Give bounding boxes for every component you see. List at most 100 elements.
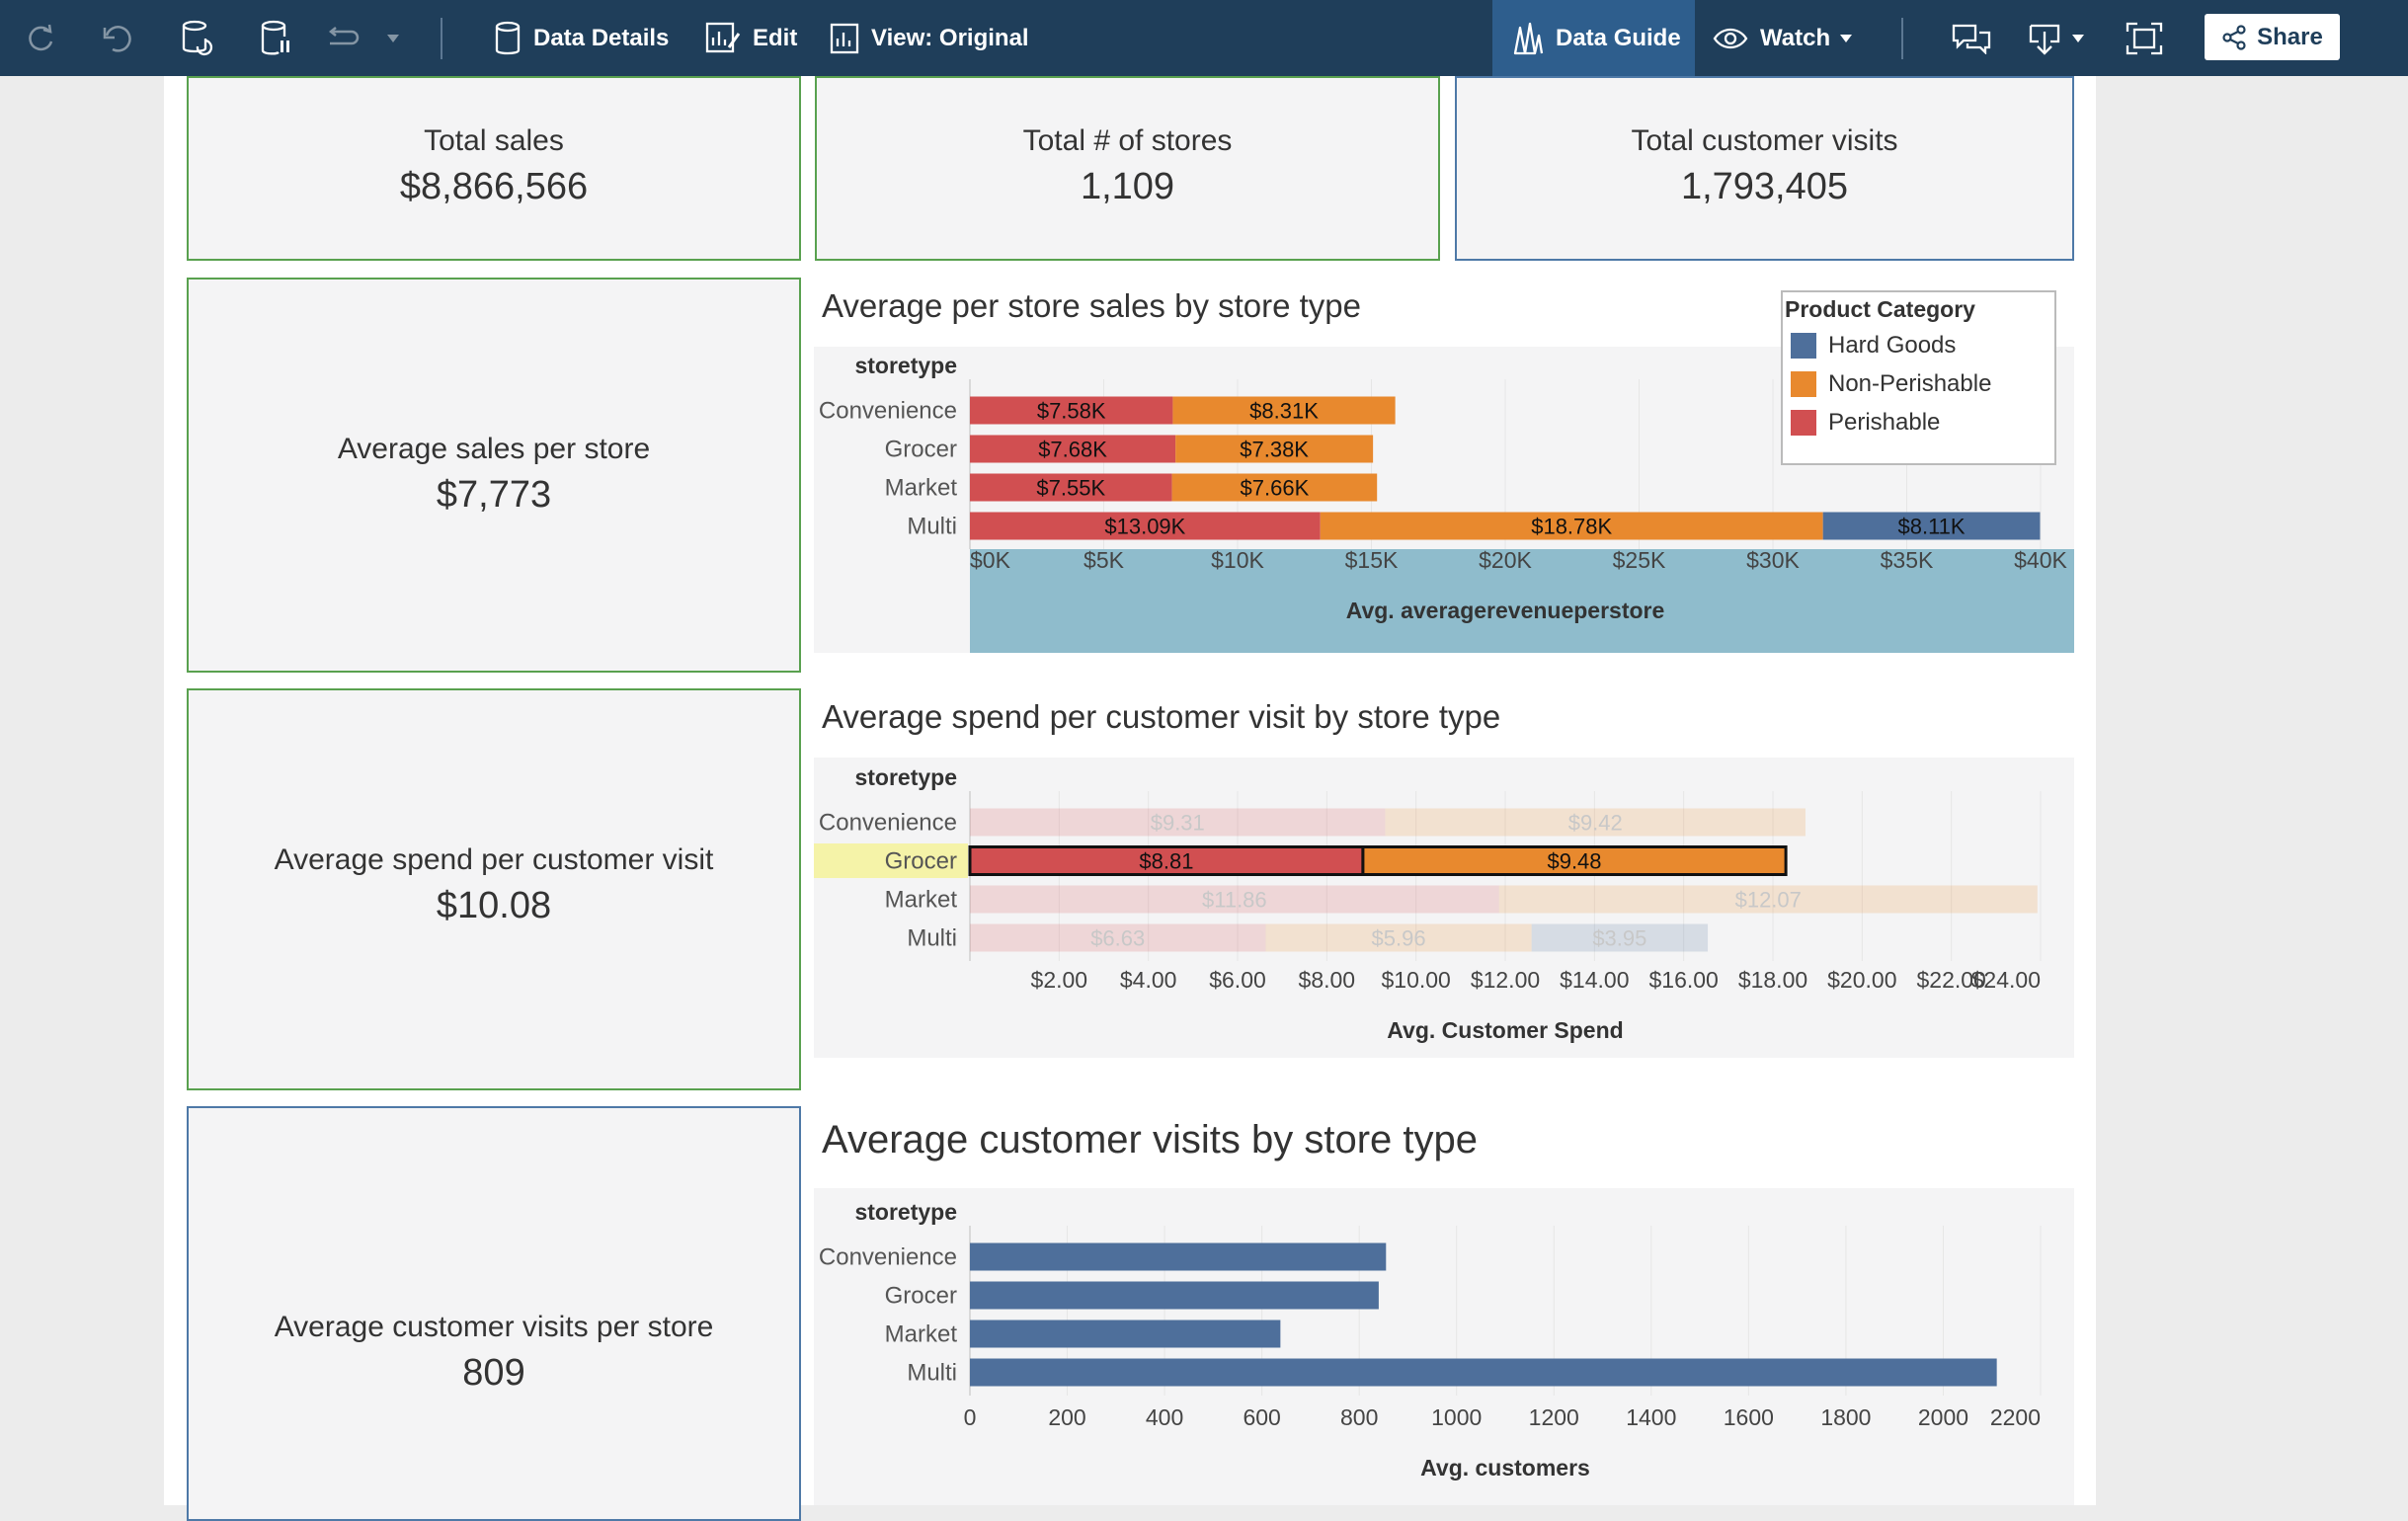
chevron-down-icon (1840, 34, 1853, 42)
bar-multi-hard-goods[interactable] (1822, 512, 2041, 540)
undo-button[interactable] (99, 0, 136, 76)
full-screen-icon (2126, 22, 2163, 54)
bar-grocer-non-perishable[interactable] (1175, 435, 1374, 463)
pause-updates-button[interactable] (259, 0, 292, 76)
kpi-label: Total # of stores (1022, 124, 1233, 157)
tick-label: $4.00 (1120, 967, 1177, 993)
axis-title: Avg. averagerevenueperstore (1346, 598, 1665, 623)
data-details-button[interactable]: Data Details (494, 0, 669, 76)
bar-convenience-perishable[interactable] (970, 808, 1386, 837)
data-label: $13.09K (1104, 515, 1185, 539)
tick-label: $18.00 (1738, 967, 1807, 993)
tick-label: 2200 (1990, 1404, 2041, 1430)
tick-label: $35K (1881, 547, 1934, 573)
edit-button[interactable]: Edit (705, 0, 797, 76)
bar-multi-hard-goods[interactable] (1531, 923, 1709, 952)
bar-grocer-non-perishable[interactable] (1361, 845, 1788, 876)
category-label-convenience: Convenience (819, 810, 957, 837)
tick-label: $30K (1746, 547, 1800, 573)
category-label-grocer: Grocer (885, 1283, 957, 1310)
sales-chart-svg: storetype Convenience $7.58K $8.31K Grocer $7… (814, 347, 2074, 653)
chart-title: Average customer visits by store type (822, 1118, 1478, 1161)
replay-icon (328, 26, 360, 44)
watch-button[interactable]: Watch (1713, 0, 1854, 76)
data-label: $8.31K (1249, 399, 1319, 424)
legend-label: Perishable (1828, 409, 1941, 436)
tick-label: $14.00 (1560, 967, 1629, 993)
bar-convenience-perishable[interactable] (970, 396, 1173, 425)
category-label-market: Market (885, 475, 958, 502)
view-original-button[interactable]: View: Original (830, 0, 1029, 76)
tick-label: 1400 (1626, 1404, 1676, 1430)
tick-label: $10.00 (1381, 967, 1450, 993)
tick-label: $15K (1345, 547, 1399, 573)
tick-label: $25K (1613, 547, 1666, 573)
kpi-total-sales[interactable]: Total sales $8,866,566 (187, 76, 801, 261)
category-label-multi: Multi (907, 514, 957, 540)
view-icon (830, 23, 859, 53)
bar-multi-non-perishable[interactable] (1265, 923, 1532, 952)
bar-convenience-hard-goods[interactable] (970, 1242, 1387, 1271)
category-label-convenience: Convenience (819, 398, 957, 425)
comments-button[interactable] (1952, 0, 1991, 76)
toolbar: Data Details Edit View: Original Data Gu… (0, 0, 2408, 76)
bar-grocer-hard-goods[interactable] (970, 1281, 1379, 1310)
bar-market-non-perishable[interactable] (1171, 473, 1378, 502)
edit-label: Edit (753, 24, 798, 51)
bar-market-perishable[interactable] (970, 473, 1172, 502)
bar-convenience-non-perishable[interactable] (1385, 808, 1806, 837)
download-button[interactable] (2029, 0, 2086, 76)
legend-item-hard-goods[interactable]: Hard Goods (1791, 332, 1956, 360)
redo-icon (29, 24, 53, 50)
kpi-total-stores[interactable]: Total # of stores 1,109 (815, 76, 1440, 261)
undo-icon (103, 25, 131, 52)
bar-multi-non-perishable[interactable] (1320, 512, 1823, 540)
bar-market-hard-goods[interactable] (970, 1320, 1281, 1348)
data-guide-icon (1513, 22, 1544, 54)
category-label-grocer: Grocer (885, 848, 957, 875)
redo-button[interactable] (24, 0, 57, 76)
data-label: $5.96 (1372, 926, 1426, 951)
legend-item-perishable[interactable]: Perishable (1791, 409, 1940, 437)
chart-background (814, 758, 2074, 1058)
replay-dropdown[interactable] (385, 0, 401, 76)
full-screen-button[interactable] (2126, 0, 2163, 76)
data-label: $8.81 (1139, 849, 1193, 874)
download-icon (2029, 24, 2060, 55)
bar-convenience-non-perishable[interactable] (1172, 396, 1396, 425)
tick-label: $20K (1479, 547, 1532, 573)
kpi-label: Total customer visits (1631, 124, 1898, 157)
data-label: $9.42 (1568, 811, 1623, 836)
category-label-multi: Multi (907, 925, 957, 952)
database-icon (495, 21, 521, 54)
bar-multi-perishable[interactable] (970, 923, 1266, 952)
category-label-market: Market (885, 1321, 958, 1348)
bar-multi-hard-goods[interactable] (970, 1358, 1997, 1387)
axis-title: Avg. customers (1420, 1455, 1590, 1481)
chart-visits-by-store-type: Average customer visits by store type st… (814, 1106, 2074, 1505)
share-button[interactable]: Share (2205, 14, 2340, 60)
kpi-avg-visits[interactable]: Average customer visits per store 809 (187, 1106, 801, 1521)
category-label-convenience: Convenience (819, 1244, 957, 1271)
kpi-avg-spend[interactable]: Average spend per customer visit $10.08 (187, 688, 801, 1090)
data-label: $9.48 (1547, 849, 1601, 874)
tick-label: 1800 (1820, 1404, 1871, 1430)
kpi-total-visits[interactable]: Total customer visits 1,793,405 (1455, 76, 2074, 261)
bar-grocer-perishable[interactable] (970, 435, 1176, 463)
replay-animation-button[interactable] (324, 0, 363, 76)
bar-market-non-perishable[interactable] (1498, 885, 2038, 914)
tick-label: $5K (1084, 547, 1125, 573)
bar-multi-perishable[interactable] (970, 512, 1321, 540)
legend-item-non-perishable[interactable]: Non-Perishable (1791, 370, 1991, 398)
data-guide-button[interactable]: Data Guide (1492, 0, 1695, 76)
axis-highlight (970, 549, 2074, 653)
kpi-avg-sales[interactable]: Average sales per store $7,773 (187, 278, 801, 673)
legend-product-category[interactable]: Product Category Hard Goods Non-Perishab… (1781, 290, 2056, 465)
share-icon (2222, 24, 2246, 50)
kpi-value: 809 (462, 1352, 525, 1394)
refresh-data-button[interactable] (180, 0, 215, 76)
bar-market-perishable[interactable] (970, 885, 1499, 914)
tick-label: $20.00 (1827, 967, 1896, 993)
tick-label: 2000 (1918, 1404, 1968, 1430)
tick-label: 400 (1146, 1404, 1183, 1430)
